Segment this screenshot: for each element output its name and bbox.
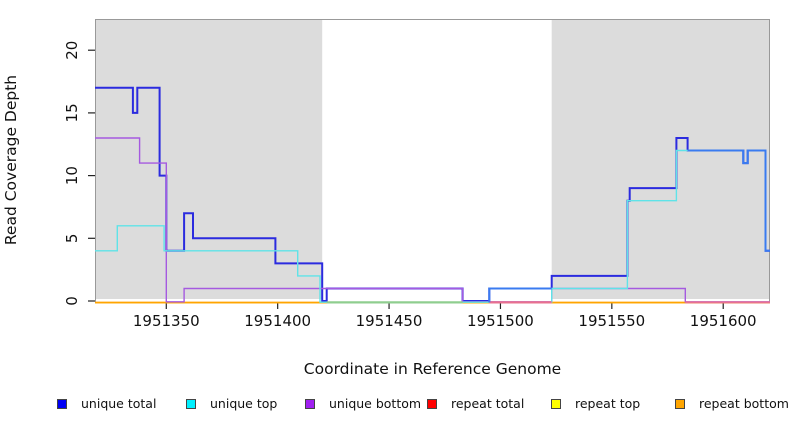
legend-swatch-repeat-top — [551, 398, 561, 409]
x-tick-label: 1951350 — [133, 312, 200, 330]
y-tick-label: 5 — [63, 234, 81, 244]
legend-item-repeat-total: repeat total — [427, 396, 524, 411]
overlap-blue-cyan-12 — [687, 149, 770, 252]
right-gray-region — [551, 19, 770, 299]
x-axis-label: Coordinate in Reference Genome — [304, 360, 561, 378]
legend-label: unique total — [81, 396, 157, 411]
legend-item-unique-top: unique top — [186, 396, 277, 411]
legend-swatch-unique-total — [57, 398, 67, 409]
series-unique-bottom-line — [95, 137, 770, 303]
legend-item-repeat-top: repeat top — [551, 396, 640, 411]
x-tick-label: 1951550 — [578, 312, 645, 330]
overlap-blue-cyan-1 — [488, 287, 552, 303]
legend-swatch-repeat-bottom — [675, 398, 685, 409]
plot-area: 1951350 1951400 1951450 1951500 1951550 19516… — [2, 19, 770, 378]
x-tick-label: 1951400 — [244, 312, 311, 330]
legend-swatch-repeat-total — [427, 398, 437, 409]
left-gray-region — [95, 19, 323, 299]
y-tick-label: 10 — [63, 166, 81, 185]
legend-label: repeat bottom — [699, 396, 789, 411]
legend-label: unique bottom — [329, 396, 422, 411]
y-axis-label: Read Coverage Depth — [2, 75, 20, 245]
legend-label: unique top — [210, 396, 278, 411]
legend-item-unique-bottom: unique bottom — [305, 396, 421, 411]
legend-item-unique-total: unique total — [57, 396, 156, 411]
x-tick-label: 1951600 — [690, 312, 757, 330]
legend-label: repeat total — [451, 396, 525, 411]
y-tick-label: 20 — [63, 41, 81, 60]
y-tick-label: 15 — [63, 103, 81, 122]
legend-swatch-unique-bottom — [305, 398, 315, 409]
legend-label: repeat top — [575, 396, 641, 411]
x-tick-label: 1951450 — [356, 312, 423, 330]
x-tick-label: 1951500 — [467, 312, 534, 330]
y-tick-label: 0 — [63, 296, 81, 306]
legend-swatch-unique-top — [186, 398, 196, 409]
legend-item-repeat-bottom: repeat bottom — [675, 396, 789, 411]
legend: unique total unique top unique bottom repea… — [0, 396, 792, 420]
